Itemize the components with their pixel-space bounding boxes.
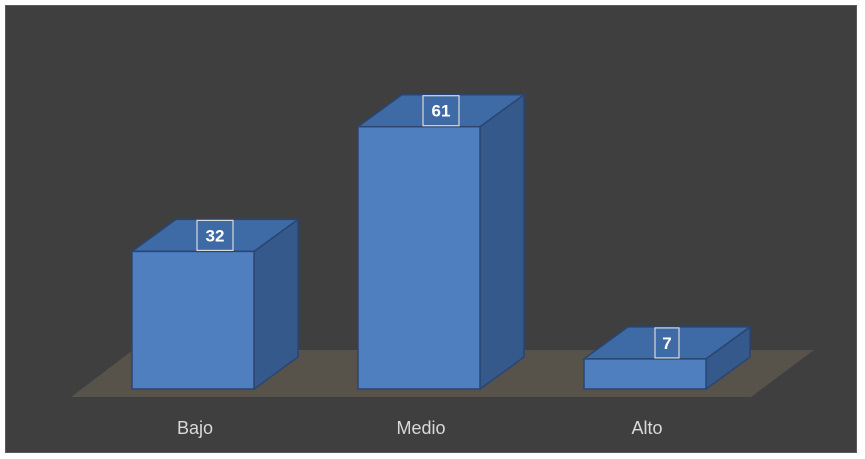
data-label-bajo: 32	[196, 219, 234, 251]
category-label-bajo: Bajo	[177, 418, 213, 438]
bar-chart: 32 Bajo 61 Medio 7 Alto	[71, 93, 814, 438]
bar-front-face	[131, 250, 255, 390]
category-label-medio: Medio	[396, 418, 445, 438]
data-label-box	[196, 219, 234, 251]
data-label-text: 61	[432, 102, 451, 121]
data-label-medio: 61	[422, 95, 460, 127]
data-label-text: 32	[206, 226, 225, 245]
bar-front-face	[583, 358, 707, 390]
data-label-box	[422, 95, 460, 127]
data-label-text: 7	[662, 334, 671, 353]
labels-layer: 32 Bajo 61 Medio 7 Alto	[177, 95, 680, 438]
bar-front-face	[357, 125, 481, 390]
category-label-alto: Alto	[631, 418, 662, 438]
bars-layer	[129, 93, 753, 391]
chart-area: 32 Bajo 61 Medio 7 Alto	[5, 5, 857, 453]
bar-side-face	[479, 93, 525, 391]
bar-medio	[355, 93, 527, 391]
data-label-alto: 7	[654, 327, 680, 359]
data-label-box	[654, 327, 680, 359]
